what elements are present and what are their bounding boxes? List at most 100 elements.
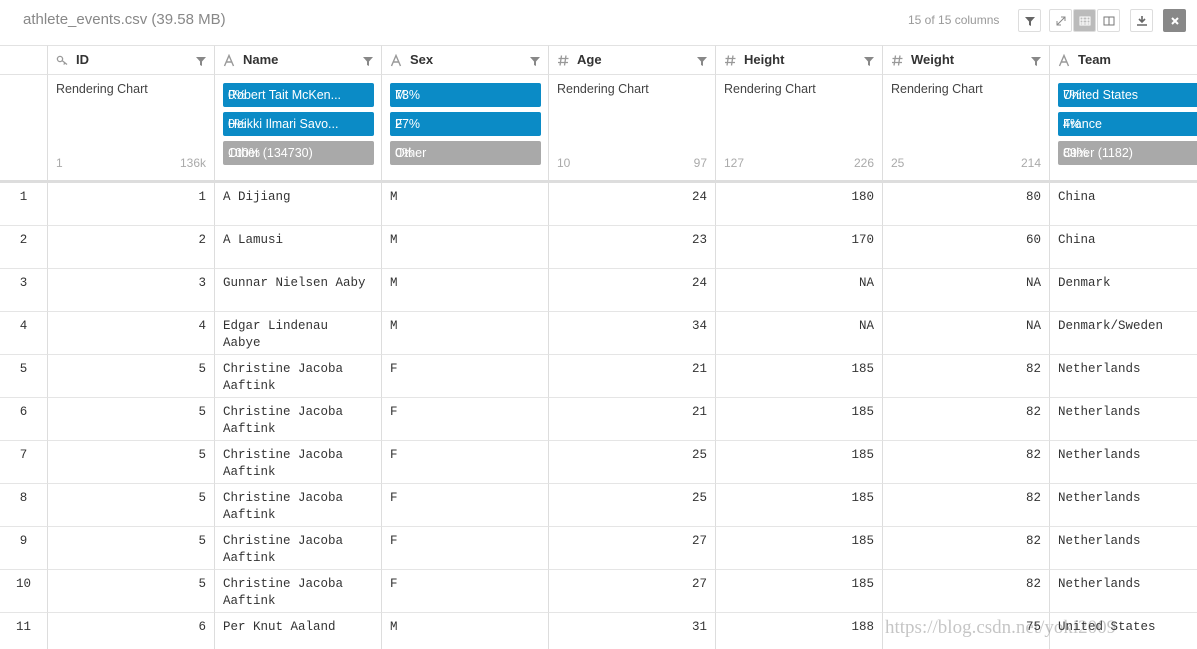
column-summary: 0% Robert Tait McKen... 0% Heikki Ilmari Sa…: [214, 75, 381, 181]
table-cell: F: [381, 355, 548, 398]
table-cell: 27: [548, 527, 715, 570]
table-cell: 188: [715, 613, 882, 649]
row-index: 10: [0, 570, 47, 613]
table-cell: 25: [548, 441, 715, 484]
category-bar[interactable]: 100% Other (134730): [223, 141, 374, 165]
table-cell: 82: [882, 398, 1049, 441]
column-name: Height: [744, 52, 785, 67]
type-icon: [724, 54, 737, 67]
table-cell: 185: [715, 398, 882, 441]
table-cell: 185: [715, 355, 882, 398]
table-cell: 3: [47, 269, 214, 312]
category-bar[interactable]: 27% F: [390, 112, 541, 136]
table-cell: F: [381, 570, 548, 613]
column-count[interactable]: 15 of 15 columns: [908, 13, 1000, 27]
column-filter[interactable]: [362, 54, 374, 66]
table-cell: 5: [47, 355, 214, 398]
range-min: 127: [724, 156, 745, 170]
category-bar[interactable]: 89% Other (1182): [1058, 141, 1197, 165]
table-cell: M: [381, 312, 548, 355]
column-view-button[interactable]: [1097, 9, 1120, 32]
filter-button[interactable]: [1018, 9, 1041, 32]
summary-divider: [0, 180, 1197, 183]
table-cell: Netherlands: [1049, 441, 1197, 484]
column-filter[interactable]: [195, 54, 207, 66]
column-name: Name: [243, 52, 279, 67]
row-index: 9: [0, 527, 47, 570]
table-cell: United States: [1049, 613, 1197, 649]
file-title: athlete_events.csv (39.58 MB): [23, 11, 226, 28]
table-cell: 27: [548, 570, 715, 613]
table-cell: 6: [47, 613, 214, 649]
table-cell: Netherlands: [1049, 355, 1197, 398]
column-header[interactable]: Weight: [882, 45, 1049, 75]
table-cell: NA: [882, 312, 1049, 355]
table-cell: 82: [882, 527, 1049, 570]
category-bar[interactable]: 73% M: [390, 83, 541, 107]
column-header[interactable]: Height: [715, 45, 882, 75]
category-label: Robert Tait McKen...: [228, 88, 342, 102]
column-header[interactable]: Name: [214, 45, 381, 75]
table-cell: A Dijiang: [214, 183, 381, 226]
table-cell: M: [381, 613, 548, 649]
table-cell: 82: [882, 570, 1049, 613]
column-header[interactable]: Age: [548, 45, 715, 75]
type-icon: [56, 54, 69, 67]
category-bar[interactable]: 0% Robert Tait McKen...: [223, 83, 374, 107]
column-header[interactable]: Team: [1049, 45, 1197, 75]
table-cell: F: [381, 484, 548, 527]
table-cell: NA: [715, 269, 882, 312]
download-button[interactable]: [1130, 9, 1153, 32]
table-cell: Edgar Lindenau Aabye: [214, 312, 381, 355]
chart-placeholder: Rendering Chart: [891, 82, 983, 96]
category-bar[interactable]: 0% Heikki Ilmari Savo...: [223, 112, 374, 136]
index-header: [0, 45, 47, 75]
table-cell: 180: [715, 183, 882, 226]
table-cell: M: [381, 183, 548, 226]
table-cell: Christine Jacoba Aaftink: [214, 355, 381, 398]
column-summary: 7% United States 4% France 89% Other (1182): [1049, 75, 1197, 181]
table-cell: China: [1049, 183, 1197, 226]
category-label: France: [1063, 117, 1102, 131]
category-pct: 0%: [228, 117, 247, 131]
category-bar[interactable]: 0% Other: [390, 141, 541, 165]
column-filter[interactable]: [1030, 54, 1042, 66]
column-filter[interactable]: [696, 54, 708, 66]
table-cell: Netherlands: [1049, 527, 1197, 570]
table-cell: Christine Jacoba Aaftink: [214, 398, 381, 441]
table-cell: 31: [548, 613, 715, 649]
range-max: 214: [1020, 156, 1041, 170]
column-summary: Rendering Chart 25 214: [882, 75, 1049, 181]
category-bar[interactable]: 7% United States: [1058, 83, 1197, 107]
column-summary: 73% M 27% F 0% Other: [381, 75, 548, 181]
category-pct: 73%: [395, 88, 421, 102]
category-bar[interactable]: 4% France: [1058, 112, 1197, 136]
type-icon: [557, 54, 570, 67]
column-name: Weight: [911, 52, 955, 67]
column-summary: Rendering Chart 1 136k: [47, 75, 214, 181]
table-cell: 5: [47, 484, 214, 527]
table-cell: Netherlands: [1049, 484, 1197, 527]
table-cell: 82: [882, 355, 1049, 398]
close-button[interactable]: [1163, 9, 1186, 32]
table-cell: 75: [882, 613, 1049, 649]
column-filter[interactable]: [863, 54, 875, 66]
table-cell: 4: [47, 312, 214, 355]
category-pct: 0%: [228, 88, 247, 102]
column-name: Team: [1078, 52, 1111, 67]
range-max: 226: [853, 156, 874, 170]
table-cell: 185: [715, 441, 882, 484]
table-cell: F: [381, 398, 548, 441]
table-cell: Denmark/Sweden: [1049, 312, 1197, 355]
column-header[interactable]: Sex: [381, 45, 548, 75]
table-cell: 60: [882, 226, 1049, 269]
table-view-button[interactable]: [1073, 9, 1096, 32]
column-filter[interactable]: [529, 54, 541, 66]
column-header[interactable]: ID: [47, 45, 214, 75]
table-cell: 82: [882, 484, 1049, 527]
table-cell: 82: [882, 441, 1049, 484]
range-min: 25: [891, 156, 905, 170]
table-cell: NA: [715, 312, 882, 355]
row-index: 11: [0, 613, 47, 649]
compact-view-button[interactable]: [1049, 9, 1072, 32]
